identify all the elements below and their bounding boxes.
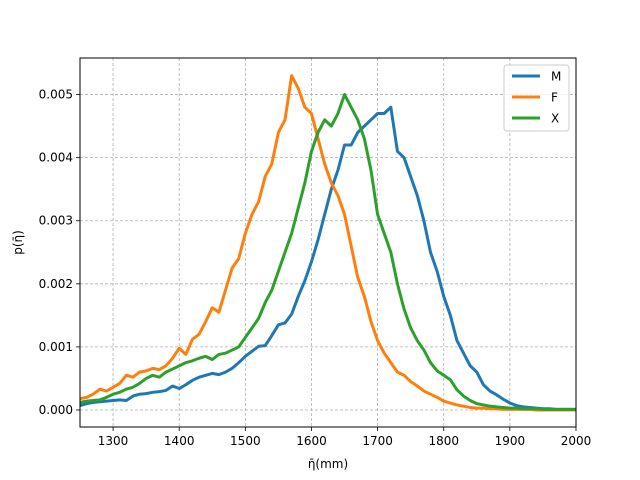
x-tick-label: 1500	[230, 434, 261, 448]
x-tick-label: 1800	[428, 434, 459, 448]
plot-frame	[79, 57, 577, 428]
y-axis-label: p(η̄)	[11, 230, 25, 255]
y-tick-label: 0.000	[39, 403, 73, 417]
legend-label-x: X	[551, 112, 559, 126]
x-axis-label: η̄(mm)	[308, 457, 348, 471]
x-tick-label: 1600	[296, 434, 327, 448]
y-tick-label: 0.003	[39, 214, 73, 228]
x-tick-label: 1700	[362, 434, 393, 448]
series-line-x	[80, 93, 576, 411]
y-tick-label: 0.001	[39, 340, 73, 354]
x-tick-label: 1400	[164, 434, 195, 448]
x-tick-label: 1300	[98, 434, 129, 448]
legend: MFX	[503, 64, 570, 132]
x-axis: 1300 1400 1500 1600 1700 1800 1900 2000	[98, 427, 591, 448]
y-tick-label: 0.002	[39, 277, 73, 291]
grid-lines	[80, 58, 577, 427]
x-tick-label: 2000	[561, 434, 592, 448]
plot-area	[80, 58, 576, 427]
series-layer	[80, 74, 576, 412]
y-tick-label: 0.004	[39, 151, 73, 165]
series-line-m	[80, 105, 576, 411]
legend-label-f: F	[551, 91, 558, 105]
x-tick-label: 1900	[495, 434, 526, 448]
legend-label-m: M	[551, 70, 561, 84]
y-tick-label: 0.005	[39, 88, 73, 102]
y-axis: 0.000 0.001 0.002 0.003 0.004 0.005	[39, 88, 80, 417]
series-line-f	[80, 74, 576, 412]
